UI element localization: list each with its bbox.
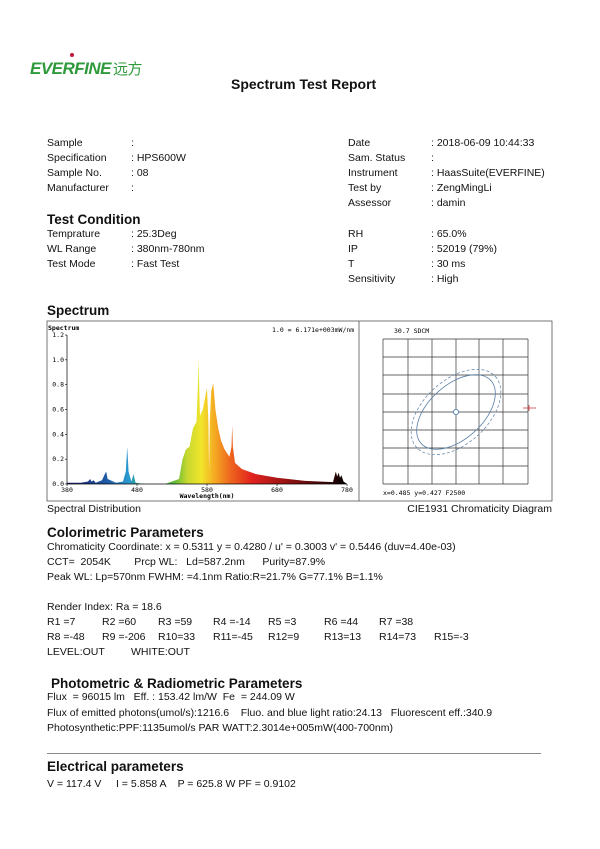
- report-title: Spectrum Test Report: [231, 76, 377, 92]
- divider: [47, 753, 541, 754]
- chromaticity-point: [452, 408, 459, 415]
- render-index: Render Index: Ra = 18.6: [47, 601, 162, 613]
- render-index-value: R5 =3: [268, 616, 297, 628]
- condition-label: Test Mode: [47, 258, 96, 270]
- x-tick-label: 580: [201, 486, 213, 494]
- colorimetric-heading: Colorimetric Parameters: [47, 525, 204, 540]
- render-index-value: R12=9: [268, 631, 300, 643]
- photometric-heading: Photometric & Radiometric Parameters: [51, 676, 303, 691]
- info-value: :: [431, 152, 434, 164]
- x-tick-label: 480: [131, 486, 143, 494]
- test-condition-heading: Test Condition: [47, 212, 141, 227]
- x-axis-label: Wavelength(nm): [180, 492, 235, 500]
- cie-caption: CIE1931 Chromaticity Diagram: [407, 503, 552, 515]
- chart-title: Spectrum: [48, 324, 79, 332]
- condition-value: : 380nm-780nm: [131, 243, 205, 255]
- peak-wl-line: Peak WL: Lp=570nm FWHM: =4.1nm Ratio:R=2…: [47, 571, 383, 583]
- info-value: : HPS600W: [131, 152, 186, 164]
- white-status: WHITE:OUT: [131, 646, 190, 658]
- condition-value: : 25.3Deg: [131, 228, 177, 240]
- condition-value: : 52019 (79%): [431, 243, 497, 255]
- render-index-value: R9 =-206: [102, 631, 146, 643]
- render-index-value: R11=-45: [213, 631, 253, 643]
- condition-label: WL Range: [47, 243, 97, 255]
- y-tick-label: 0.0: [52, 480, 64, 488]
- render-index-value: R10=33: [158, 631, 196, 643]
- info-label: Sam. Status: [348, 152, 406, 164]
- scale-annotation: 1.0 = 6.171e+003mW/nm: [272, 326, 354, 334]
- chart-frame: [46, 320, 553, 502]
- info-label: Instrument: [348, 167, 398, 179]
- condition-label: IP: [348, 243, 358, 255]
- render-index-value: R2 =60: [102, 616, 137, 628]
- info-value: : 2018-06-09 10:44:33: [431, 137, 535, 149]
- sdcm-label: 30.7 SDCM: [394, 327, 429, 335]
- render-index-value: R7 =38: [379, 616, 414, 628]
- info-label: Sample: [47, 137, 83, 149]
- cct-line: CCT= 2054K Prcp WL: Ld=587.2nm Purity=87…: [47, 556, 326, 568]
- y-tick-label: 0.4: [52, 430, 64, 438]
- render-index-value: R1 =7: [47, 616, 76, 628]
- y-tick-label: 1.2: [52, 331, 64, 339]
- info-label: Test by: [348, 182, 382, 194]
- info-value: : damin: [431, 197, 466, 209]
- photosynthetic-line: Photosynthetic:PPF:1135umol/s PAR WATT:2…: [47, 722, 393, 734]
- condition-label: Temprature: [47, 228, 101, 240]
- info-label: Sample No.: [47, 167, 102, 179]
- condition-value: : 65.0%: [431, 228, 467, 240]
- info-label: Manufacturer: [47, 182, 109, 194]
- condition-label: Sensitivity: [348, 273, 396, 285]
- x-tick-label: 380: [61, 486, 73, 494]
- info-label: Specification: [47, 152, 107, 164]
- condition-value: : Fast Test: [131, 258, 180, 270]
- sdcm-ellipse: [416, 374, 496, 450]
- level-status: LEVEL:OUT: [47, 646, 105, 658]
- render-index-value: R15=-3: [434, 631, 469, 643]
- spectral-distribution-caption: Spectral Distribution: [47, 503, 141, 515]
- y-tick-label: 0.6: [52, 406, 64, 414]
- chromaticity-readout: x=0.485 y=0.427 F2500: [383, 489, 465, 497]
- condition-label: T: [348, 258, 355, 270]
- info-value: : 08: [131, 167, 149, 179]
- x-tick-label: 780: [341, 486, 353, 494]
- condition-label: RH: [348, 228, 364, 240]
- sdcm-ellipse-outer: [410, 368, 502, 456]
- y-tick-label: 0.8: [52, 381, 64, 389]
- info-value: : ZengMingLi: [431, 182, 492, 194]
- electrical-heading: Electrical parameters: [47, 759, 184, 774]
- condition-value: : 30 ms: [431, 258, 466, 270]
- info-value: :: [131, 137, 134, 149]
- render-index-value: R14=73: [379, 631, 417, 643]
- spectrum-area: [67, 359, 347, 484]
- y-tick-label: 1.0: [52, 356, 64, 364]
- info-label: Date: [348, 137, 371, 149]
- render-index-value: R8 =-48: [47, 631, 85, 643]
- info-label: Assessor: [348, 197, 392, 209]
- photons-line: Flux of emitted photons(umol/s):1216.6 F…: [47, 707, 493, 719]
- chromaticity-line: Chromaticity Coordinate: x = 0.5311 y = …: [47, 541, 456, 553]
- electrical-line: V = 117.4 V I = 5.858 A P = 625.8 W PF =…: [47, 778, 296, 790]
- render-index-value: R6 =44: [324, 616, 359, 628]
- render-index-value: R4 =-14: [213, 616, 251, 628]
- info-value: : HaasSuite(EVERFINE): [431, 167, 545, 179]
- everfine-logo: EVERFINE 远方: [30, 53, 143, 79]
- spectrum-heading: Spectrum: [47, 303, 110, 318]
- info-value: :: [131, 182, 134, 194]
- render-index-value: R3 =59: [158, 616, 193, 628]
- render-index-value: R13=13: [324, 631, 362, 643]
- y-tick-label: 0.2: [52, 455, 64, 463]
- condition-value: : High: [431, 273, 459, 285]
- flux-line: Flux = 96015 lm Eff. : 153.42 lm/W Fe = …: [47, 691, 295, 703]
- x-tick-label: 680: [271, 486, 283, 494]
